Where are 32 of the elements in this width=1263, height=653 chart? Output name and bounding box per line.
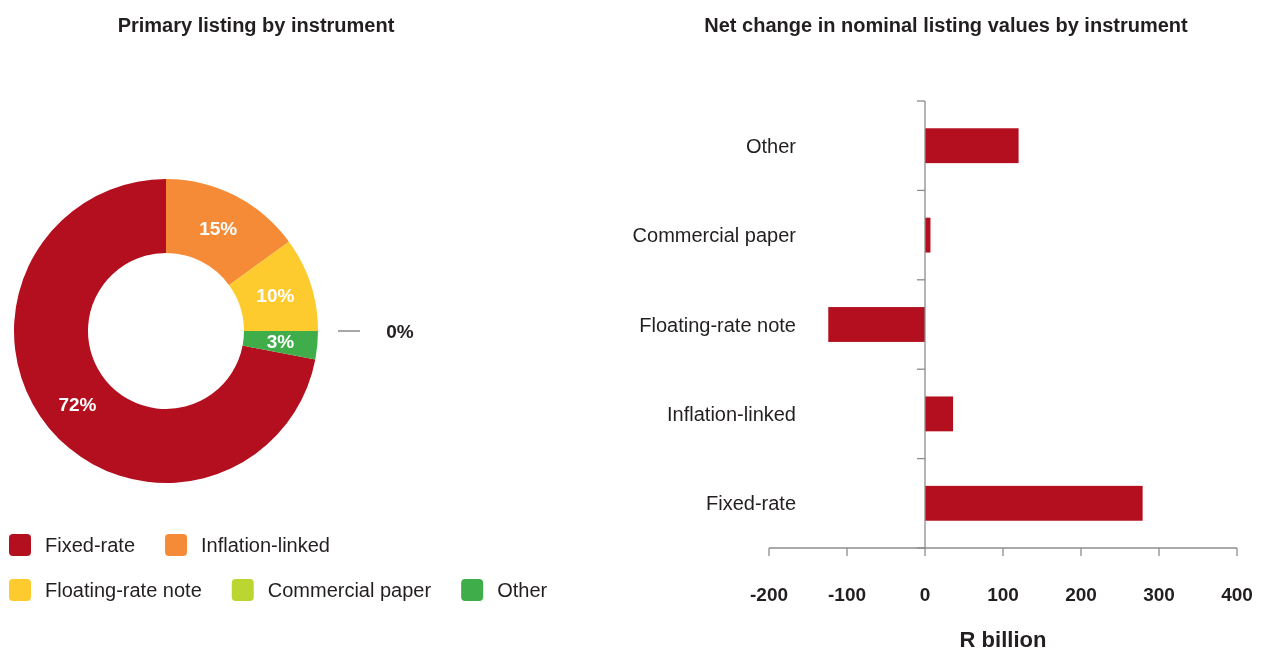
data-label: 10% xyxy=(256,285,295,307)
bar xyxy=(925,128,1019,164)
x-tick-label: 200 xyxy=(1065,584,1097,605)
legend-label: Fixed-rate xyxy=(45,534,136,556)
legend-label: Other xyxy=(497,579,548,601)
data-label: 15% xyxy=(199,218,238,240)
y-tick-label: Fixed-rate xyxy=(705,492,796,515)
bar xyxy=(925,485,1143,521)
bar xyxy=(925,396,954,432)
x-tick-label: -100 xyxy=(827,584,867,605)
y-tick-label: Other xyxy=(745,134,797,157)
donut-slice xyxy=(166,179,289,286)
y-tick-label: Inflation-linked xyxy=(667,402,796,425)
x-tick-label: 100 xyxy=(987,584,1019,605)
legend-label: Inflation-linked xyxy=(201,534,330,556)
bar xyxy=(828,307,925,342)
x-tick-label: -200 xyxy=(749,584,789,605)
x-tick-label: 400 xyxy=(1221,584,1253,605)
text: 0% xyxy=(386,320,414,342)
data-label: 3% xyxy=(266,331,295,353)
y-tick-label: Commercial paper xyxy=(632,224,797,247)
data-label: 72% xyxy=(58,393,97,415)
donut-slice xyxy=(14,179,316,483)
y-tick-label: Floating-rate note xyxy=(639,313,796,336)
donut-slice xyxy=(229,241,318,331)
legend-label: Floating-rate note xyxy=(45,579,202,601)
chart-title: Primary listing by instrument xyxy=(117,14,395,36)
x-tick-label: 300 xyxy=(1143,584,1175,605)
chart-title: Net change in nominal listing values by instrument xyxy=(704,14,1189,36)
legend-label: Commercial paper xyxy=(267,579,432,601)
x-axis-title: R billion xyxy=(959,627,1047,652)
x-tick-label: 0 xyxy=(919,584,931,605)
